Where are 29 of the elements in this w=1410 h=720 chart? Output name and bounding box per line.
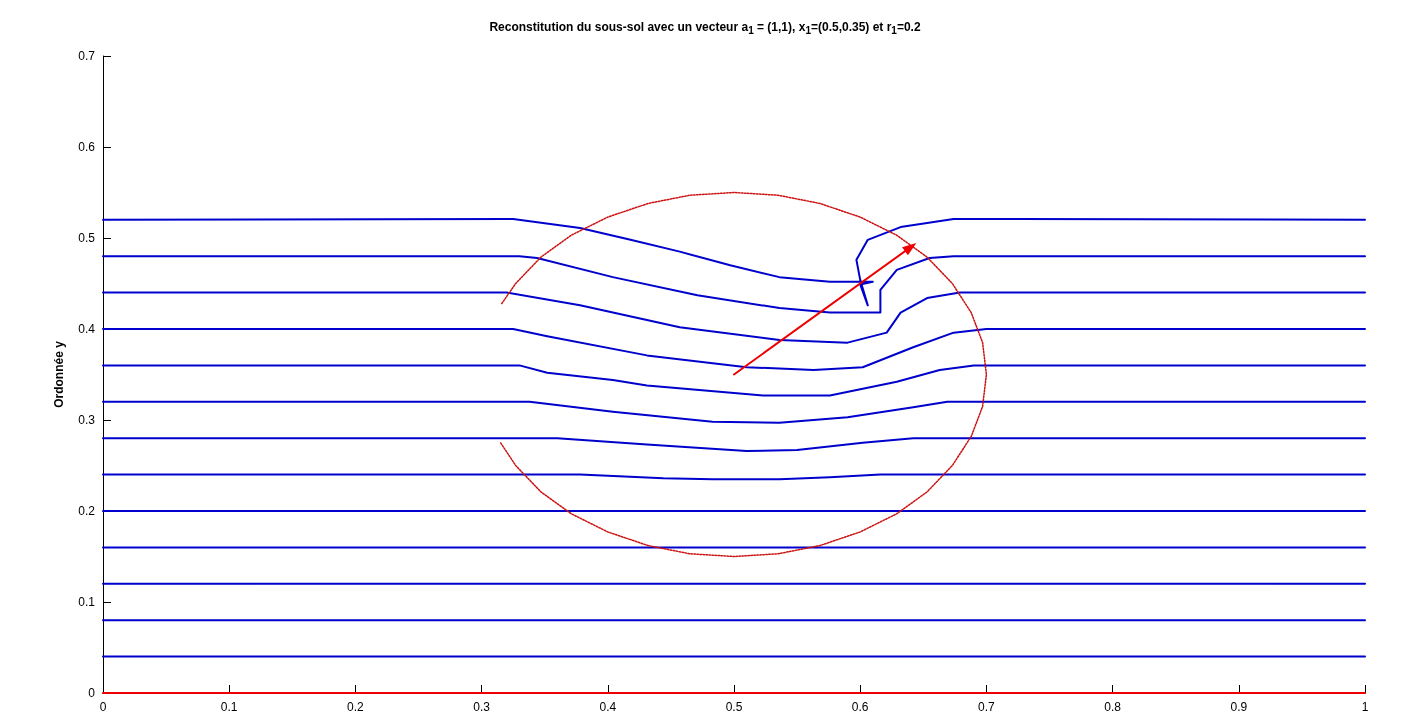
y-tick-label: 0.1 [78, 595, 96, 609]
line-series [102, 255, 1366, 314]
y-tick-label: 0.5 [78, 231, 96, 245]
x-tick-label: 1 [1361, 700, 1369, 714]
x-tick-label: 0.3 [473, 700, 491, 714]
x-tick-label: 0.4 [599, 700, 617, 714]
x-tick-label: 0.9 [1230, 700, 1248, 714]
line-series [102, 217, 1366, 307]
y-axis-title: Ordonnée y [52, 340, 66, 408]
y-tick-label: 0.4 [78, 322, 96, 336]
line-series [499, 191, 988, 558]
x-tick-label: 0.2 [347, 700, 365, 714]
line-series [102, 328, 1366, 371]
line-series [102, 400, 1366, 424]
x-tick-label: 0.1 [220, 700, 238, 714]
line-series [102, 364, 1366, 397]
line-series [102, 291, 1366, 344]
line-series [102, 437, 1366, 452]
y-tick-label: 0.3 [78, 413, 96, 427]
y-tick-label: 0.6 [78, 140, 96, 154]
x-tick-label: 0 [99, 700, 107, 714]
x-tick-label: 0.8 [1104, 700, 1122, 714]
y-tick-label: 0.7 [78, 49, 96, 63]
x-tick-label: 0.5 [725, 700, 743, 714]
x-tick-label: 0.7 [978, 700, 996, 714]
y-tick-label: 0.2 [78, 504, 96, 518]
x-tick-label: 0.6 [851, 700, 869, 714]
chart-title: Reconstitution du sous-sol avec un vecteur a$_{1}$ = (1,1), x$_{1}$=(0.5,0.35) et r$_{1}$=0.2 [488, 20, 922, 37]
y-tick-label: 0 [88, 686, 96, 700]
